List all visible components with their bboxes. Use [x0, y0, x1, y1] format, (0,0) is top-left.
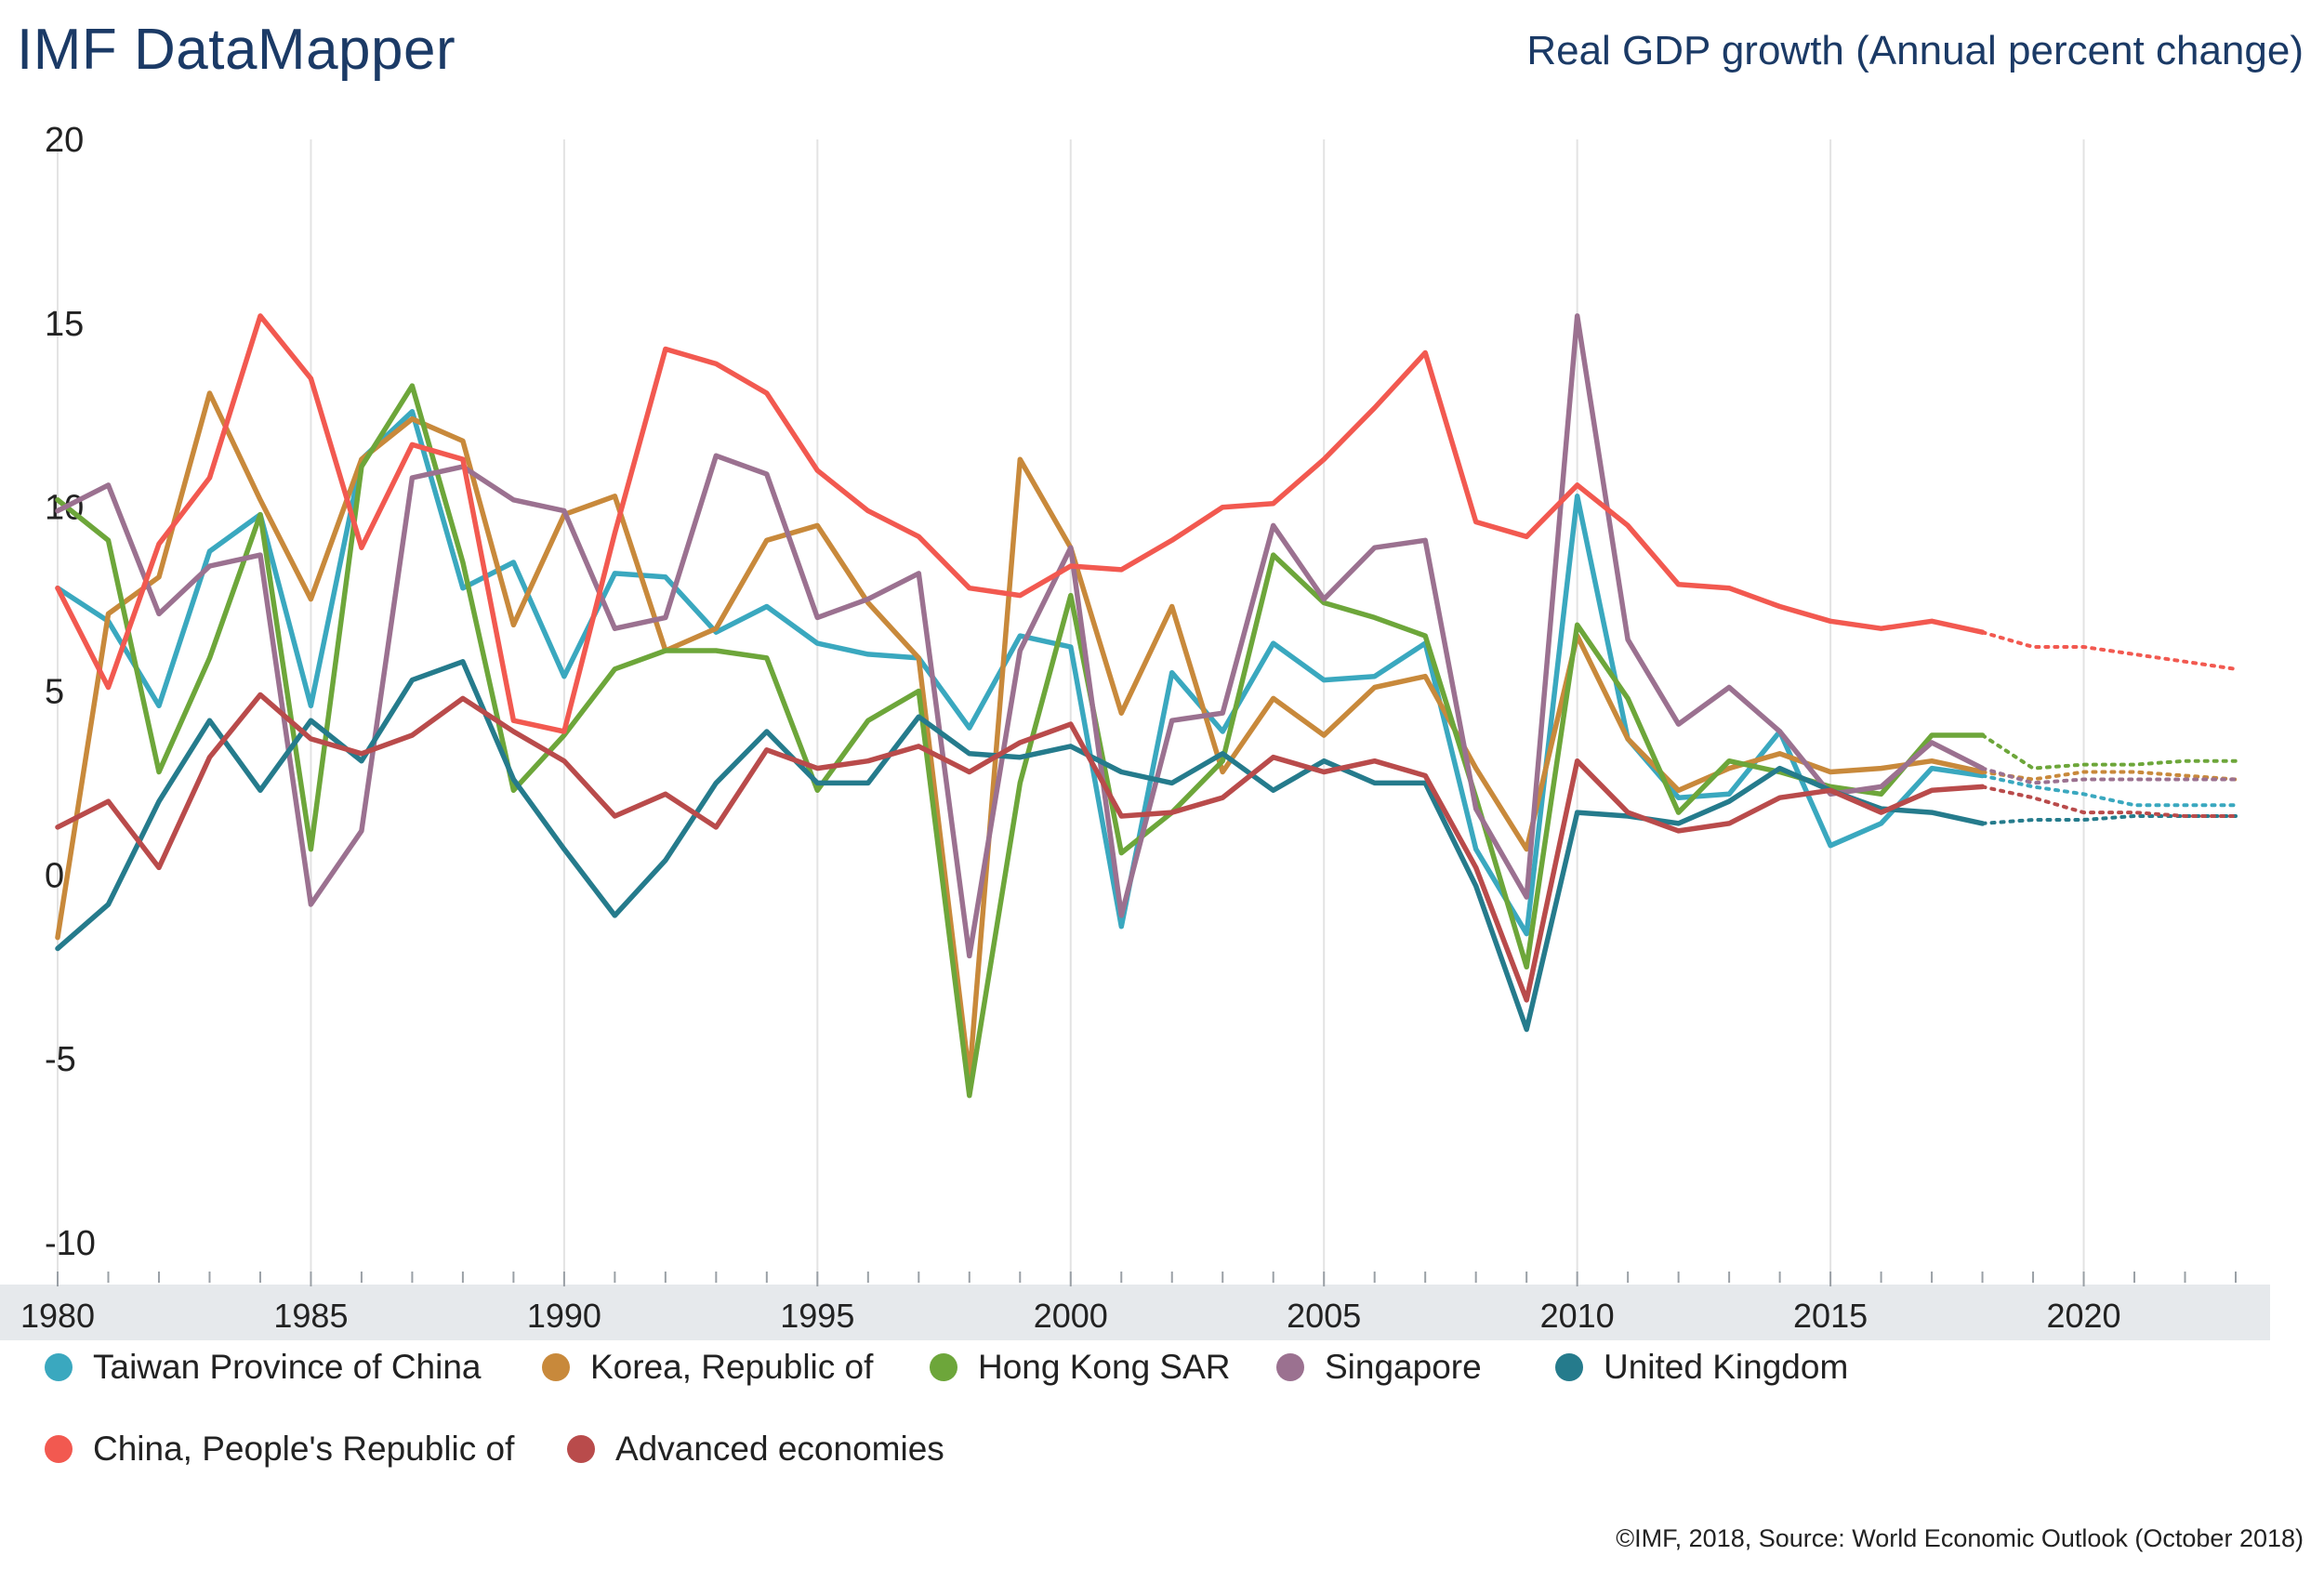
series-line-united-kingdom — [55, 659, 1986, 1033]
legend-dot-singapore — [1276, 1353, 1304, 1381]
brand-title: IMF DataMapper — [17, 18, 456, 82]
series-projection-united-kingdom — [1980, 814, 2238, 825]
legend-dot-hong-kong — [930, 1353, 957, 1381]
grid-layer — [57, 139, 2085, 1285]
y-tick-label--10: -10 — [45, 1224, 96, 1263]
x-tick-label-1990: 1990 — [527, 1297, 601, 1335]
legend-label-korea: Korea, Republic of — [590, 1348, 874, 1386]
legend-dot-taiwan — [45, 1353, 73, 1381]
y-tick-label-15: 15 — [45, 305, 84, 344]
x-tick-label-1995: 1995 — [780, 1297, 854, 1335]
y-tick-label-20: 20 — [45, 121, 84, 160]
y-tick-label--5: -5 — [45, 1040, 76, 1079]
legend-label-singapore: Singapore — [1325, 1348, 1482, 1386]
y-tick-label-5: 5 — [45, 673, 64, 712]
source-credit: ©IMF, 2018, Source: World Economic Outlo… — [1616, 1524, 2304, 1552]
legend-label-united-kingdom: United Kingdom — [1604, 1348, 1849, 1386]
series-projection-advanced-economies — [1980, 784, 2238, 818]
series-projection-korea-republic-of — [1980, 770, 2238, 782]
x-tick-label-1980: 1980 — [20, 1297, 95, 1335]
x-tick-label-2015: 2015 — [1793, 1297, 1868, 1335]
chart-title: Real GDP growth (Annual percent change) — [1526, 28, 2304, 73]
legend-item-singapore[interactable]: Singapore — [1276, 1348, 1482, 1387]
legend-item-united-kingdom[interactable]: United Kingdom — [1555, 1348, 1848, 1387]
series-layer — [55, 313, 2238, 1099]
x-tick-label-1985: 1985 — [273, 1297, 348, 1335]
x-axis-band — [0, 1285, 2270, 1340]
legend-label-china: China, People's Republic of — [93, 1430, 515, 1468]
tick-layer: 1980 1985 1990 1995 2000 2005 2010 2015 20202015… — [20, 121, 2237, 1335]
legend-item-china[interactable]: China, People's Republic of — [45, 1430, 514, 1469]
legend-item-taiwan[interactable]: Taiwan Province of China — [45, 1348, 482, 1387]
series-projection-singapore — [1980, 766, 2238, 785]
x-tick-label-2020: 2020 — [2046, 1297, 2120, 1335]
legend-label-taiwan: Taiwan Province of China — [93, 1348, 482, 1386]
x-tick-label-2005: 2005 — [1287, 1297, 1361, 1335]
series-line-advanced-economies — [55, 692, 1986, 1003]
x-tick-label-2010: 2010 — [1540, 1297, 1615, 1335]
series-projection-china-people-s-republic-of — [1980, 630, 2238, 671]
series-projection-taiwan-province-of-china — [1980, 773, 2238, 808]
series-line-hong-kong-sar — [55, 383, 1986, 1099]
legend-dot-advanced-economies — [567, 1435, 595, 1463]
legend-label-hong-kong: Hong Kong SAR — [978, 1348, 1231, 1386]
legend-label-advanced-economies: Advanced economies — [615, 1430, 944, 1468]
legend-item-advanced-economies[interactable]: Advanced economies — [567, 1430, 944, 1469]
legend-item-korea[interactable]: Korea, Republic of — [542, 1348, 873, 1387]
legend-item-hong-kong[interactable]: Hong Kong SAR — [930, 1348, 1231, 1387]
series-line-china-people-s-republic-of — [55, 313, 1986, 734]
series-projection-hong-kong-sar — [1980, 733, 2238, 771]
x-tick-label-2000: 2000 — [1034, 1297, 1108, 1335]
series-line-singapore — [55, 313, 1986, 959]
legend-dot-korea — [542, 1353, 570, 1381]
legend-dot-china — [45, 1435, 73, 1463]
legend-dot-united-kingdom — [1555, 1353, 1583, 1381]
y-tick-label-0: 0 — [45, 856, 64, 895]
